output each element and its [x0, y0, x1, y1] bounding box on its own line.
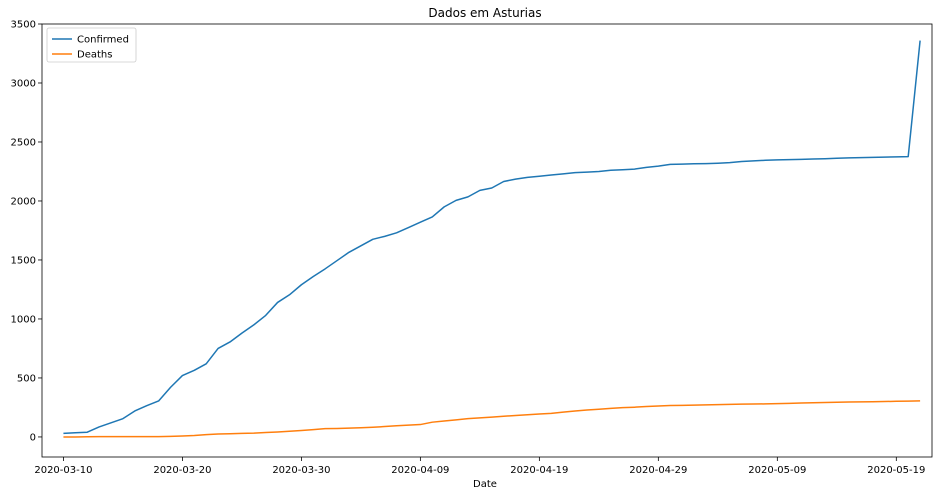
y-tick-label: 2500: [11, 137, 36, 148]
series-line-deaths: [63, 400, 921, 438]
series-line-confirmed: [63, 40, 921, 435]
x-tick-label: 2020-03-10: [34, 465, 92, 476]
y-tick-label: 500: [17, 373, 36, 384]
y-tick-label: 3000: [11, 78, 36, 89]
y-tick-label: 3500: [11, 20, 36, 31]
y-tick-label: 2000: [11, 196, 36, 207]
x-axis-label: Date: [473, 479, 497, 490]
y-tick-label: 1500: [11, 255, 36, 266]
x-tick-label: 2020-04-09: [391, 465, 449, 476]
y-tick-label: 1000: [11, 314, 36, 325]
x-tick-label: 2020-03-20: [153, 465, 211, 476]
x-tick-label: 2020-05-19: [867, 465, 925, 476]
y-tick-label: 0: [30, 432, 36, 443]
x-tick-label: 2020-04-29: [629, 465, 687, 476]
x-tick-label: 2020-04-19: [510, 465, 568, 476]
x-tick-label: 2020-05-09: [748, 465, 806, 476]
chart-title: Dados em Asturias: [428, 6, 541, 20]
legend-label-confirmed: Confirmed: [77, 35, 129, 46]
x-tick-label: 2020-03-30: [272, 465, 330, 476]
legend-label-deaths: Deaths: [77, 50, 112, 61]
axes-frame: [41, 23, 933, 458]
plot-area: 0 500 1000 1500 2000 2500 3000 3500 2020-03-10 20…: [11, 20, 933, 476]
